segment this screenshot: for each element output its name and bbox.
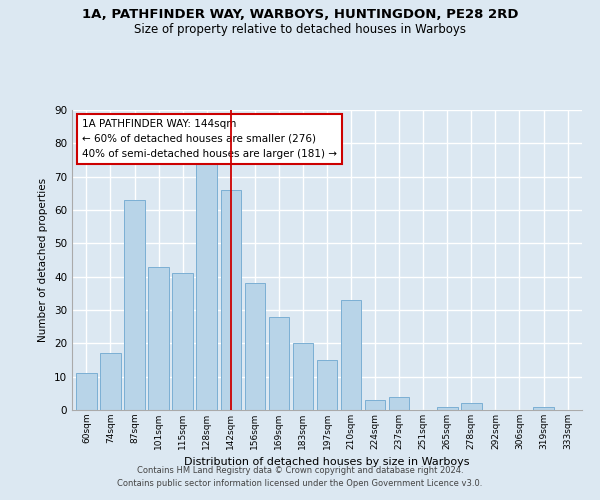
Bar [148,266,169,410]
Bar [317,360,337,410]
Bar [269,316,289,410]
Bar [533,406,554,410]
Bar [76,374,97,410]
Bar [124,200,145,410]
Bar [461,404,482,410]
Bar [437,406,458,410]
Text: 1A, PATHFINDER WAY, WARBOYS, HUNTINGDON, PE28 2RD: 1A, PATHFINDER WAY, WARBOYS, HUNTINGDON,… [82,8,518,20]
Bar [221,190,241,410]
Bar [172,274,193,410]
Bar [365,400,385,410]
Bar [196,164,217,410]
Bar [293,344,313,410]
Text: Size of property relative to detached houses in Warboys: Size of property relative to detached ho… [134,22,466,36]
Y-axis label: Number of detached properties: Number of detached properties [38,178,49,342]
Text: Contains HM Land Registry data © Crown copyright and database right 2024.
Contai: Contains HM Land Registry data © Crown c… [118,466,482,487]
Bar [341,300,361,410]
Text: 1A PATHFINDER WAY: 144sqm
← 60% of detached houses are smaller (276)
40% of semi: 1A PATHFINDER WAY: 144sqm ← 60% of detac… [82,119,337,158]
Bar [245,284,265,410]
Bar [100,354,121,410]
Bar [389,396,409,410]
X-axis label: Distribution of detached houses by size in Warboys: Distribution of detached houses by size … [184,458,470,468]
